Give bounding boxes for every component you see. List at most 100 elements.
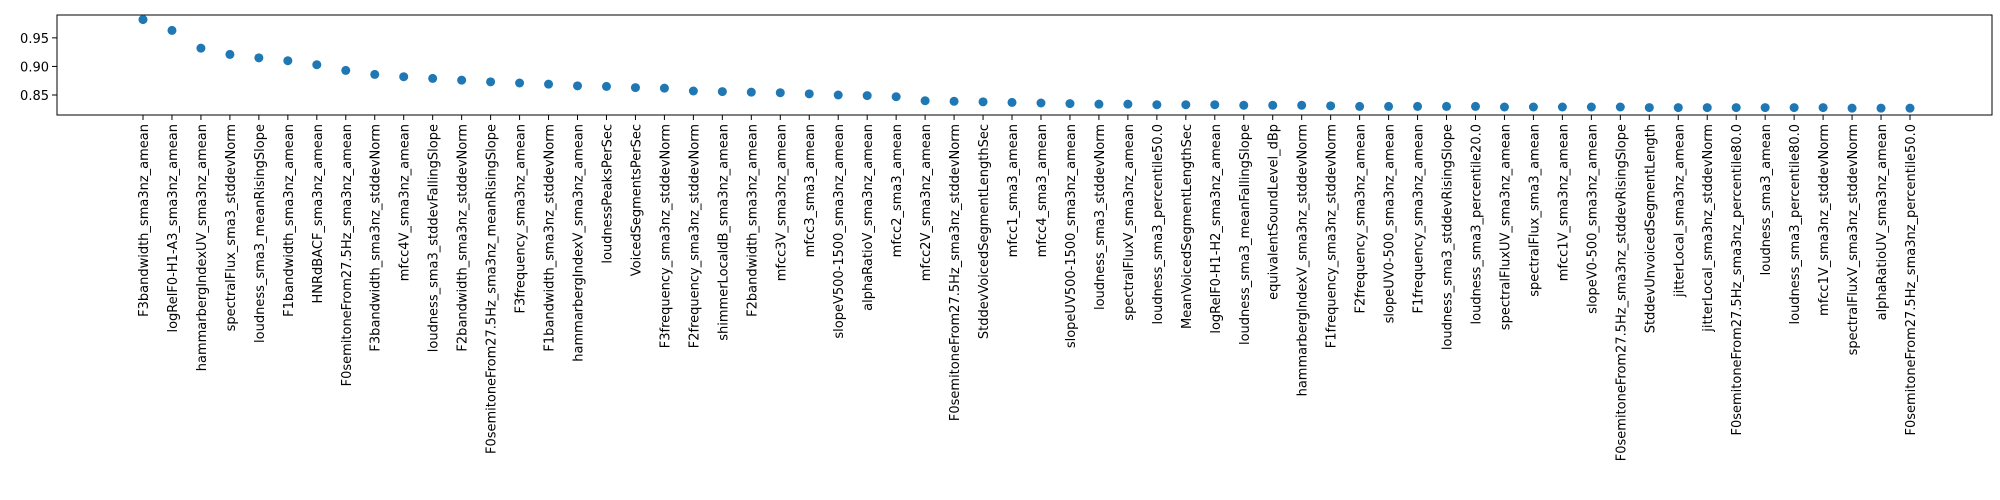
- data-point: [1007, 97, 1017, 107]
- x-tick-label: jitterLocal_sma3nz_stddevNorm: [1701, 124, 1716, 333]
- x-tick-label: loudness_sma3_meanRisingSlope: [253, 124, 268, 343]
- data-point: [1036, 98, 1046, 108]
- y-tick-label: 0.90: [20, 60, 49, 75]
- data-point: [1789, 103, 1799, 113]
- x-tick-label: slopeUV0-500_sma3nz_amean: [1383, 124, 1398, 323]
- x-tick-label: StddevUnvoicedSegmentLength: [1643, 124, 1658, 333]
- data-point: [1847, 103, 1857, 113]
- x-tick-label: loudness_sma3_percentile20.0: [1469, 124, 1484, 324]
- data-point: [1615, 102, 1625, 112]
- x-tick-label: spectralFluxUV_sma3nz_amean: [1498, 124, 1513, 330]
- plot-frame: [56, 14, 1993, 116]
- data-point: [515, 78, 525, 88]
- x-tick-label: spectralFlux_sma3_stddevNorm: [224, 124, 239, 331]
- data-point: [312, 60, 322, 70]
- data-point: [833, 90, 843, 100]
- x-tick-label: F0semitoneFrom27.5Hz_sma3nz_stddevRising…: [1614, 124, 1629, 461]
- data-point: [544, 79, 554, 89]
- x-tick-label: spectralFluxV_sma3nz_amean: [1122, 124, 1137, 321]
- x-tick-label: loudness_sma3_amean: [1759, 124, 1774, 275]
- data-point: [167, 25, 177, 35]
- x-tick-label: F0semitoneFrom27.5Hz_sma3nz_meanRisingSl…: [485, 124, 500, 454]
- data-point: [1268, 100, 1278, 110]
- data-point: [1818, 103, 1828, 113]
- x-tick-label: mfcc2_sma3_amean: [890, 124, 905, 257]
- x-tick-label: logRelF0-H1-A3_sma3nz_amean: [166, 124, 181, 333]
- data-point: [1442, 101, 1452, 111]
- x-tick-label: F1bandwidth_sma3nz_stddevNorm: [543, 124, 558, 352]
- x-tick-label: hammarbergIndexV_sma3nz_amean: [572, 124, 587, 362]
- x-tick-label: mfcc4_sma3_amean: [1035, 124, 1050, 257]
- data-point: [891, 92, 901, 102]
- data-point: [920, 96, 930, 106]
- data-point: [746, 87, 756, 97]
- data-point: [717, 87, 727, 97]
- y-axis: 0.85 0.90 0.95: [20, 32, 57, 104]
- data-point: [486, 77, 496, 87]
- data-point: [1644, 103, 1654, 113]
- data-point: [1384, 101, 1394, 111]
- data-point: [804, 89, 814, 99]
- x-tick-label: mfcc4V_sma3nz_amean: [398, 124, 413, 281]
- data-point: [1413, 101, 1423, 111]
- x-tick-label: mfcc3_sma3_amean: [803, 124, 818, 257]
- x-tick-label: spectralFlux_sma3_amean: [1527, 124, 1542, 297]
- data-point: [601, 81, 611, 91]
- x-tick-label: equivalentSoundLevel_dBp: [1267, 124, 1282, 300]
- x-tick-label: F1bandwidth_sma3nz_amean: [282, 124, 297, 317]
- data-point: [254, 53, 264, 63]
- data-point: [1239, 100, 1249, 110]
- data-point: [1760, 103, 1770, 113]
- data-point: [283, 56, 293, 66]
- data-point: [1586, 102, 1596, 112]
- x-axis: F3bandwidth_sma3nz_amean logRelF0-H1-A3_s…: [137, 115, 1919, 461]
- data-point: [978, 97, 988, 107]
- x-tick-label: F3bandwidth_sma3nz_stddevNorm: [369, 124, 384, 352]
- x-tick-label: loudness_sma3_percentile50.0: [1151, 124, 1166, 324]
- y-tick-label: 0.95: [20, 32, 49, 47]
- data-point: [1528, 102, 1538, 112]
- data-point: [341, 65, 351, 75]
- x-tick-label: mfcc1V_sma3nz_amean: [1556, 124, 1571, 281]
- data-point: [1673, 103, 1683, 113]
- data-point: [659, 83, 669, 93]
- x-tick-label: loudnessPeaksPerSec: [600, 124, 615, 264]
- x-tick-label: StddevVoicedSegmentLengthSec: [977, 124, 992, 339]
- data-point: [1355, 101, 1365, 111]
- data-point: [457, 75, 467, 85]
- data-point: [1152, 100, 1162, 110]
- x-tick-label: spectralFluxV_sma3nz_stddevNorm: [1846, 124, 1861, 355]
- x-tick-label: MeanVoicedSegmentLengthSec: [1180, 124, 1195, 329]
- x-tick-label: HNRdBACF_sma3nz_amean: [311, 124, 326, 304]
- data-point: [399, 72, 409, 82]
- x-tick-label: loudness_sma3_stddevRisingSlope: [1441, 124, 1456, 350]
- x-tick-label: mfcc1_sma3_amean: [1006, 124, 1021, 257]
- data-point: [1905, 103, 1915, 113]
- data-point: [862, 91, 872, 101]
- data-point: [1499, 102, 1509, 112]
- data-points: [138, 15, 1915, 113]
- data-point: [1297, 100, 1307, 110]
- data-point: [573, 81, 583, 91]
- x-tick-label: F0semitoneFrom27.5Hz_sma3nz_percentile50…: [1904, 124, 1919, 436]
- data-point: [949, 96, 959, 106]
- data-point: [225, 49, 235, 59]
- x-tick-label: F3bandwidth_sma3nz_amean: [137, 124, 152, 317]
- x-tick-label: mfcc3V_sma3nz_amean: [774, 124, 789, 281]
- x-tick-label: F3frequency_sma3nz_stddevNorm: [658, 124, 673, 348]
- data-point: [1210, 100, 1220, 110]
- x-tick-label: F1frequency_sma3nz_stddevNorm: [1325, 124, 1340, 348]
- x-tick-label: F2frequency_sma3nz_stddevNorm: [687, 124, 702, 348]
- x-tick-label: F1frequency_sma3nz_amean: [1412, 124, 1427, 314]
- x-tick-label: F2bandwidth_sma3nz_stddevNorm: [456, 124, 471, 352]
- x-tick-label: slopeV0-500_sma3nz_amean: [1585, 124, 1600, 314]
- x-tick-label: hammarbergIndexV_sma3nz_stddevNorm: [1296, 124, 1311, 396]
- data-point: [370, 69, 380, 79]
- x-tick-label: hammarbergIndexUV_sma3nz_amean: [195, 124, 210, 371]
- data-point: [1065, 99, 1075, 109]
- data-point: [775, 88, 785, 98]
- data-point: [1094, 99, 1104, 109]
- data-point: [688, 86, 698, 96]
- data-point: [1181, 100, 1191, 110]
- x-tick-label: F2bandwidth_sma3nz_amean: [745, 124, 760, 317]
